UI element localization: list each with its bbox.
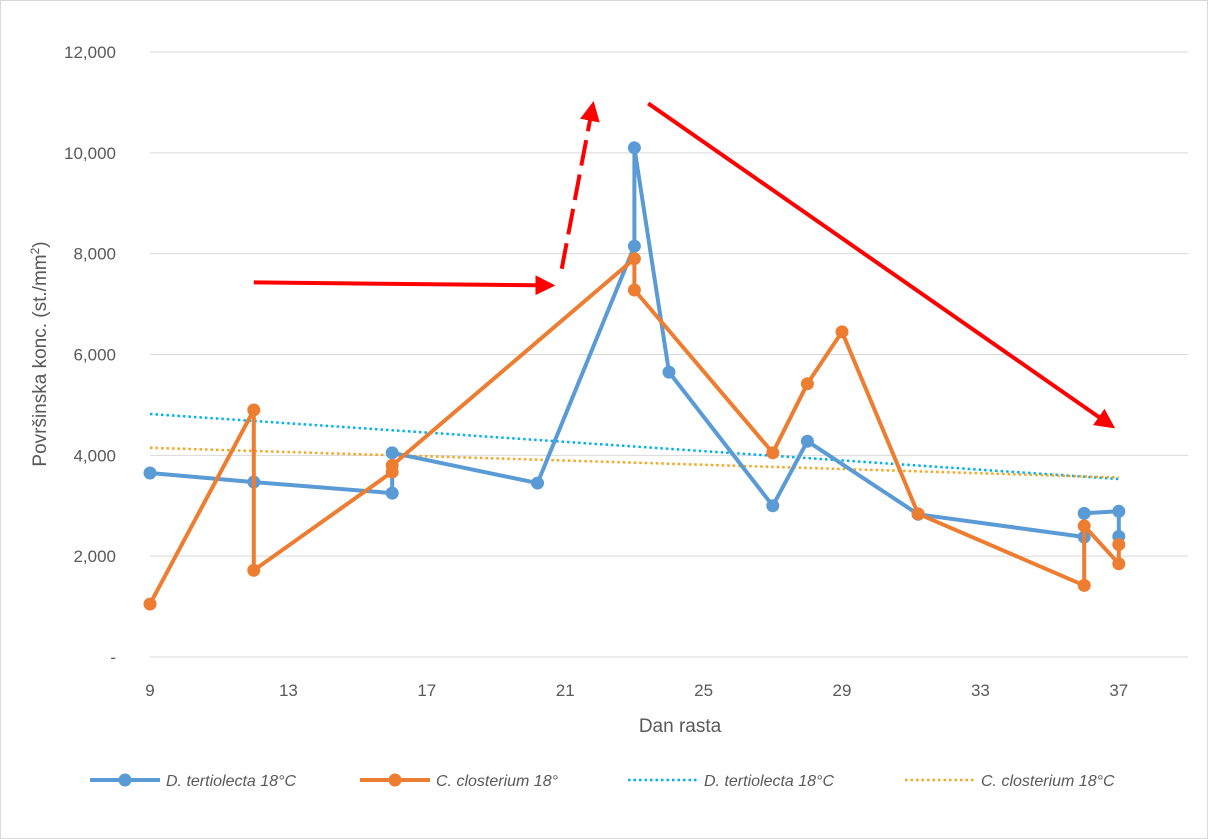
legend-label: D. tertiolecta 18°C (166, 773, 296, 790)
data-point (385, 458, 399, 472)
legend-item: C. closterium 18°C (905, 773, 1115, 790)
y-tick-label: 10,000 (64, 144, 116, 163)
x-tick-label: 21 (556, 681, 575, 700)
data-point (385, 446, 399, 460)
data-point (1112, 557, 1126, 571)
data-point (143, 466, 157, 480)
legend-label: D. tertiolecta 18°C (704, 773, 834, 790)
x-tick-label: 13 (279, 681, 298, 700)
y-axis-title-main: Površinska konc. (st./mm (30, 254, 51, 466)
trendlines (149, 412, 1119, 481)
annotation-arrow-1 (559, 101, 600, 270)
y-tick-label: 8,000 (73, 245, 116, 264)
trendline-2 (149, 412, 1119, 481)
data-point (1077, 578, 1091, 592)
data-point (385, 486, 399, 500)
x-tick-label: 33 (971, 681, 990, 700)
data-point (766, 499, 780, 513)
x-tick-label: 29 (833, 681, 852, 700)
data-point (835, 325, 849, 339)
y-axis-title-sup: 2 (28, 247, 42, 254)
y-tick-label: 4,000 (73, 446, 116, 465)
data-point (911, 507, 925, 521)
series-lines (143, 141, 1126, 611)
annotation-arrow-2 (647, 101, 1116, 429)
data-point (800, 434, 814, 448)
legend-item: D. tertiolecta 18°C (628, 773, 834, 790)
legend-label: C. closterium 18° (436, 773, 559, 790)
legend: D. tertiolecta 18°C C. closterium 18° D. t… (90, 773, 1115, 790)
data-point (627, 141, 641, 155)
series-line-0 (149, 145, 1121, 539)
x-axis-title: Dan rasta (639, 716, 722, 737)
y-tick-label: 6,000 (73, 346, 116, 365)
legend-marker (388, 773, 402, 787)
data-point (247, 563, 261, 577)
data-point (627, 252, 641, 266)
x-tick-label: 9 (145, 681, 154, 700)
x-tick-label: 17 (417, 681, 436, 700)
data-point (247, 403, 261, 417)
gridlines (150, 51, 1188, 658)
data-point (531, 476, 545, 490)
data-point (1112, 538, 1126, 552)
legend-label: C. closterium 18°C (981, 773, 1115, 790)
y-axis-title-end: ) (30, 241, 51, 247)
data-point (1112, 504, 1126, 518)
y-tick-label: 2,000 (73, 547, 116, 566)
x-tick-label: 37 (1109, 681, 1128, 700)
legend-marker (118, 773, 132, 787)
series-1 (143, 252, 1126, 611)
y-axis-ticks: - 2,000 4,000 6,000 8,000 10,000 12,000 (64, 43, 116, 667)
data-point (627, 239, 641, 253)
annotation-arrows (253, 101, 1116, 429)
data-point (766, 446, 780, 460)
series-0 (143, 141, 1126, 544)
data-point (143, 597, 157, 611)
data-point (1077, 506, 1091, 520)
data-point (627, 283, 641, 297)
data-point (1077, 519, 1091, 533)
y-tick-label: - (110, 648, 116, 667)
y-axis-title: Površinska konc. (st./mm2) (28, 241, 51, 466)
data-point (662, 365, 676, 379)
data-point (800, 377, 814, 391)
legend-item: C. closterium 18° (360, 773, 559, 790)
x-axis-ticks: 9 13 17 21 25 29 33 37 (145, 681, 1128, 700)
annotation-arrow-0 (253, 275, 556, 296)
x-tick-label: 25 (694, 681, 713, 700)
legend-item: D. tertiolecta 18°C (90, 773, 296, 790)
y-tick-label: 12,000 (64, 43, 116, 62)
trendline-3 (149, 446, 1119, 479)
series-line-1 (148, 256, 1121, 606)
